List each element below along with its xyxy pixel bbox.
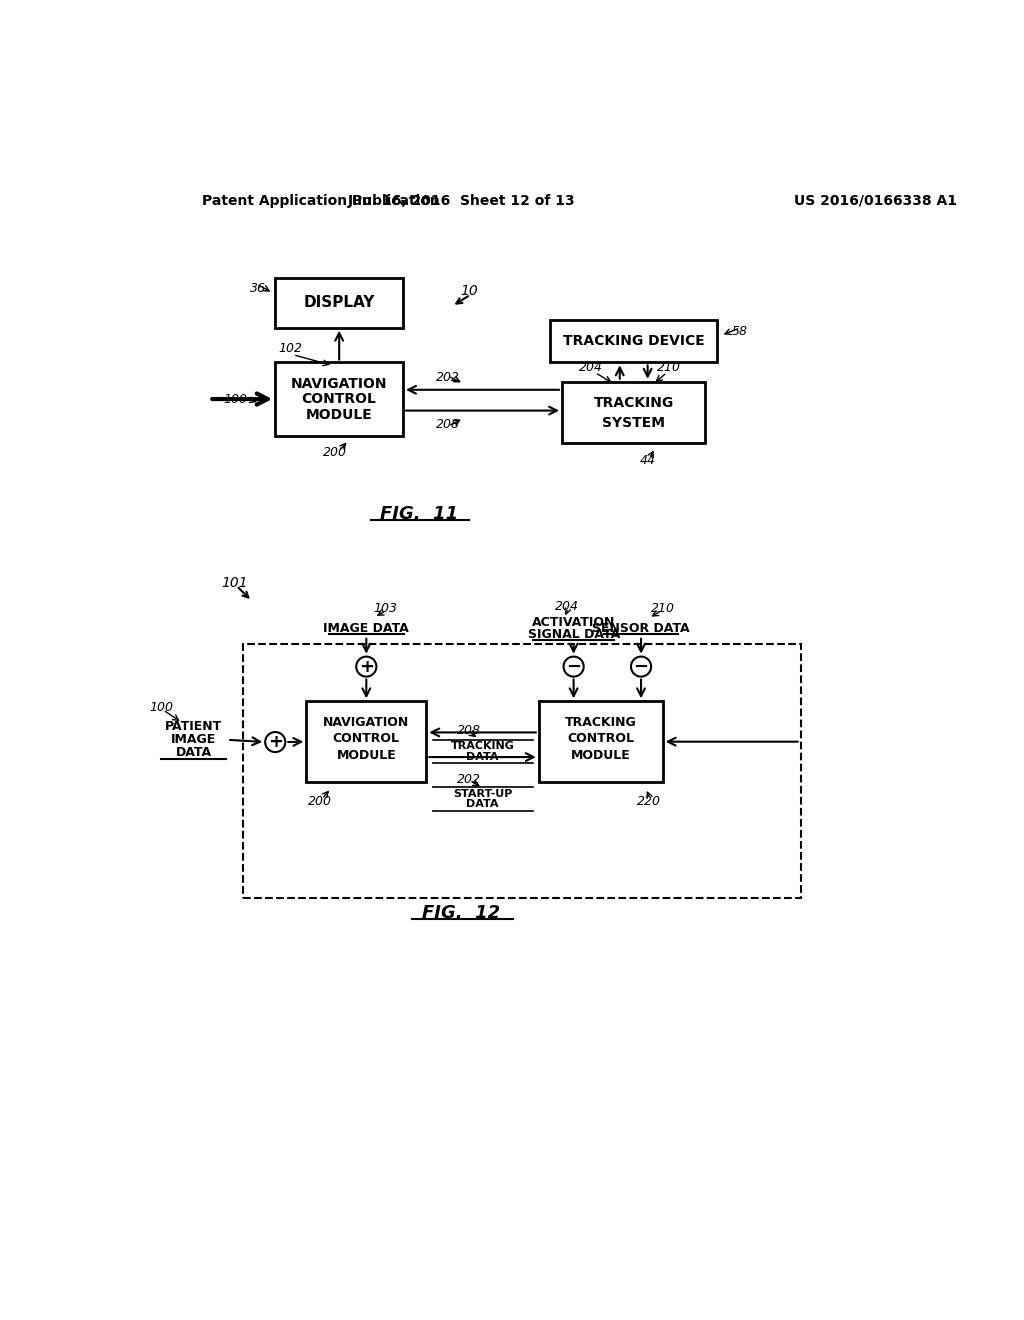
Text: Patent Application Publication: Patent Application Publication [202,194,439,207]
Bar [275,363,403,436]
Text: 58: 58 [732,325,749,338]
Text: ACTIVATION: ACTIVATION [531,616,615,630]
Text: 101: 101 [221,577,248,590]
Text: +: + [358,657,374,676]
Text: 220: 220 [637,795,660,808]
Text: 100: 100 [223,392,247,405]
Text: TRACKING DEVICE: TRACKING DEVICE [563,334,705,348]
Text: 100: 100 [150,701,173,714]
Text: SYSTEM: SYSTEM [602,416,666,429]
Text: 202: 202 [457,772,480,785]
Text: US 2016/0166338 A1: US 2016/0166338 A1 [795,194,957,207]
Text: +: + [267,733,283,751]
Text: CONTROL: CONTROL [333,731,399,744]
Text: 208: 208 [436,418,460,430]
Text: 103: 103 [374,602,397,615]
Bar [306,701,426,781]
Text: 10: 10 [460,284,478,298]
Text: 208: 208 [457,723,480,737]
Bar [539,701,663,781]
Text: PATIENT: PATIENT [165,721,222,733]
Bar [243,644,801,898]
Text: −: − [566,657,582,676]
Text: 210: 210 [656,362,681,375]
Bar [562,381,706,444]
Text: CONTROL: CONTROL [302,392,377,407]
Text: DATA: DATA [466,751,499,762]
Text: NAVIGATION: NAVIGATION [324,717,410,730]
Text: TRACKING: TRACKING [594,396,674,411]
Text: IMAGE: IMAGE [171,733,216,746]
Text: FIG.  11: FIG. 11 [380,506,458,523]
Text: 102: 102 [279,342,303,355]
Text: DATA: DATA [176,746,212,759]
Text: CONTROL: CONTROL [567,731,634,744]
Text: 204: 204 [555,601,580,612]
Text: 202: 202 [436,371,460,384]
Text: 44: 44 [640,454,655,467]
Text: TRACKING: TRACKING [565,717,637,730]
Text: 200: 200 [308,795,332,808]
Text: Jun. 16, 2016  Sheet 12 of 13: Jun. 16, 2016 Sheet 12 of 13 [347,194,575,207]
Bar [550,321,717,363]
Text: MODULE: MODULE [337,748,396,762]
Text: SIGNAL DATA: SIGNAL DATA [527,628,620,640]
Text: DATA: DATA [466,800,499,809]
Text: 210: 210 [650,602,675,615]
Text: NAVIGATION: NAVIGATION [291,378,387,391]
Text: MODULE: MODULE [570,748,631,762]
Text: 200: 200 [324,446,347,459]
Text: 36: 36 [250,282,266,296]
Text: IMAGE DATA: IMAGE DATA [324,622,410,635]
Text: TRACKING: TRACKING [451,741,514,751]
Text: START-UP: START-UP [453,788,512,799]
Bar [275,277,403,327]
Text: MODULE: MODULE [306,408,373,422]
Text: SENSOR DATA: SENSOR DATA [592,622,690,635]
Text: FIG.  12: FIG. 12 [422,904,501,921]
Text: 204: 204 [579,362,603,375]
Text: DISPLAY: DISPLAY [303,296,375,310]
Text: −: − [634,657,648,676]
